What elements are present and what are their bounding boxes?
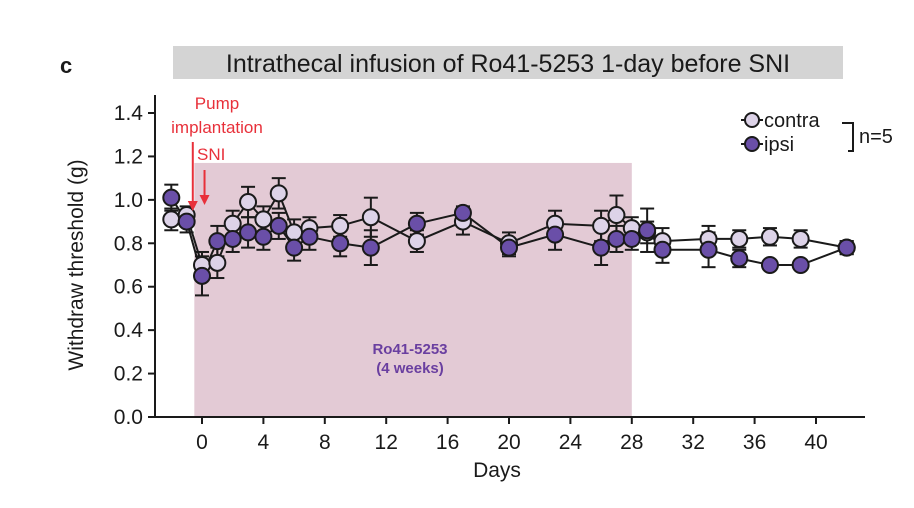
- chart-title: Intrathecal infusion of Ro41-5253 1-day …: [226, 50, 790, 78]
- legend-contra-marker: [744, 112, 760, 128]
- y-tick-label: 0.4: [114, 319, 144, 342]
- ipsi-point: [607, 229, 626, 248]
- x-tick-label: 4: [258, 431, 270, 454]
- panel-letter: c: [60, 53, 72, 78]
- ipsi-point: [208, 232, 227, 251]
- ipsi-point: [254, 227, 273, 246]
- contra-point: [607, 206, 626, 225]
- ipsi-point: [269, 216, 288, 235]
- ipsi-point: [760, 256, 779, 274]
- ipsi-point: [622, 229, 641, 248]
- ipsi-point: [300, 227, 319, 246]
- ipsi-point: [837, 238, 856, 257]
- x-tick-label: 0: [196, 431, 208, 454]
- shaded-region-group: [194, 162, 632, 417]
- legend-bracket: [842, 122, 854, 152]
- ipsi-point: [193, 266, 211, 285]
- ipsi-point: [239, 223, 258, 242]
- ipsi-point: [791, 256, 810, 274]
- series-group: [162, 177, 856, 297]
- x-tick-label: 12: [375, 431, 398, 454]
- x-tick-label: 36: [743, 431, 766, 454]
- ipsi-point: [162, 188, 181, 207]
- annotation-pump-line1: Pump: [195, 94, 239, 113]
- x-tick-label: 16: [436, 431, 459, 454]
- y-tick-label: 0.2: [114, 363, 143, 386]
- contra-point: [760, 227, 779, 246]
- y-tick-label: 0.0: [114, 406, 143, 429]
- legend-contra-label: contra: [764, 110, 820, 132]
- ipsi-point: [546, 225, 565, 244]
- ipsi-point: [638, 221, 657, 240]
- ipsi-point: [407, 214, 426, 233]
- ipsi-point: [285, 238, 304, 257]
- axes-group: 0.0 0.2 0.4 0.6 0.8 1.0 1.2 1.4 0 4 8 12 16 20 24 28 32 3…: [114, 95, 865, 454]
- annotation-sni: SNI: [197, 145, 225, 164]
- x-tick-label: 32: [682, 431, 705, 454]
- y-tick-label: 0.6: [114, 276, 143, 299]
- title-background: [173, 46, 843, 79]
- pump-implantation-arrow-head: [187, 201, 198, 211]
- x-tick-label: 24: [559, 431, 583, 454]
- ipsi-point: [177, 212, 196, 231]
- x-tick-label: 40: [804, 431, 827, 454]
- shaded-region-label-line2: (4 weeks): [376, 360, 444, 377]
- contra-point: [254, 210, 273, 229]
- contra-point: [331, 216, 350, 235]
- legend-ipsi-label: ipsi: [764, 134, 794, 156]
- contra-point: [208, 253, 227, 272]
- ipsi-point: [653, 240, 672, 259]
- legend: contra ipsi n=5: [741, 110, 893, 156]
- contra-point: [285, 223, 304, 242]
- contra-point: [269, 184, 288, 203]
- ipsi-point: [592, 238, 611, 257]
- contra-point: [791, 229, 810, 248]
- annotation-pump-line2: implantation: [171, 118, 263, 137]
- ipsi-point: [361, 238, 380, 257]
- ipsi-point: [730, 249, 749, 268]
- annotation-arrows: [187, 142, 210, 211]
- sni-arrow-head: [199, 195, 210, 205]
- contra-point: [592, 216, 611, 235]
- contra-point: [162, 210, 181, 229]
- y-tick-label: 1.4: [114, 102, 144, 125]
- legend-ipsi-marker: [744, 136, 760, 152]
- shaded-region-label-line1: Ro41-5253: [372, 341, 447, 358]
- y-tick-label: 0.8: [114, 232, 143, 255]
- contra-point: [407, 232, 426, 251]
- legend-n-label: n=5: [859, 126, 893, 148]
- contra-point: [239, 193, 258, 212]
- contra-point: [361, 208, 380, 227]
- ipsi-point: [699, 240, 718, 259]
- contra-point: [730, 229, 749, 248]
- x-tick-label: 8: [319, 431, 331, 454]
- ipsi-point: [331, 234, 350, 253]
- y-tick-label: 1.2: [114, 145, 143, 168]
- ipsi-point: [500, 238, 518, 257]
- ipsi-point: [223, 229, 242, 248]
- y-tick-label: 1.0: [114, 189, 143, 212]
- x-tick-label: 20: [497, 431, 520, 454]
- ipsi-point: [453, 203, 472, 222]
- shaded-region: [194, 162, 632, 417]
- x-axis-label: Days: [473, 459, 521, 482]
- y-axis-label: Withdraw threshold (g): [65, 159, 88, 370]
- x-tick-label: 28: [620, 431, 643, 454]
- contra-point: [223, 214, 242, 233]
